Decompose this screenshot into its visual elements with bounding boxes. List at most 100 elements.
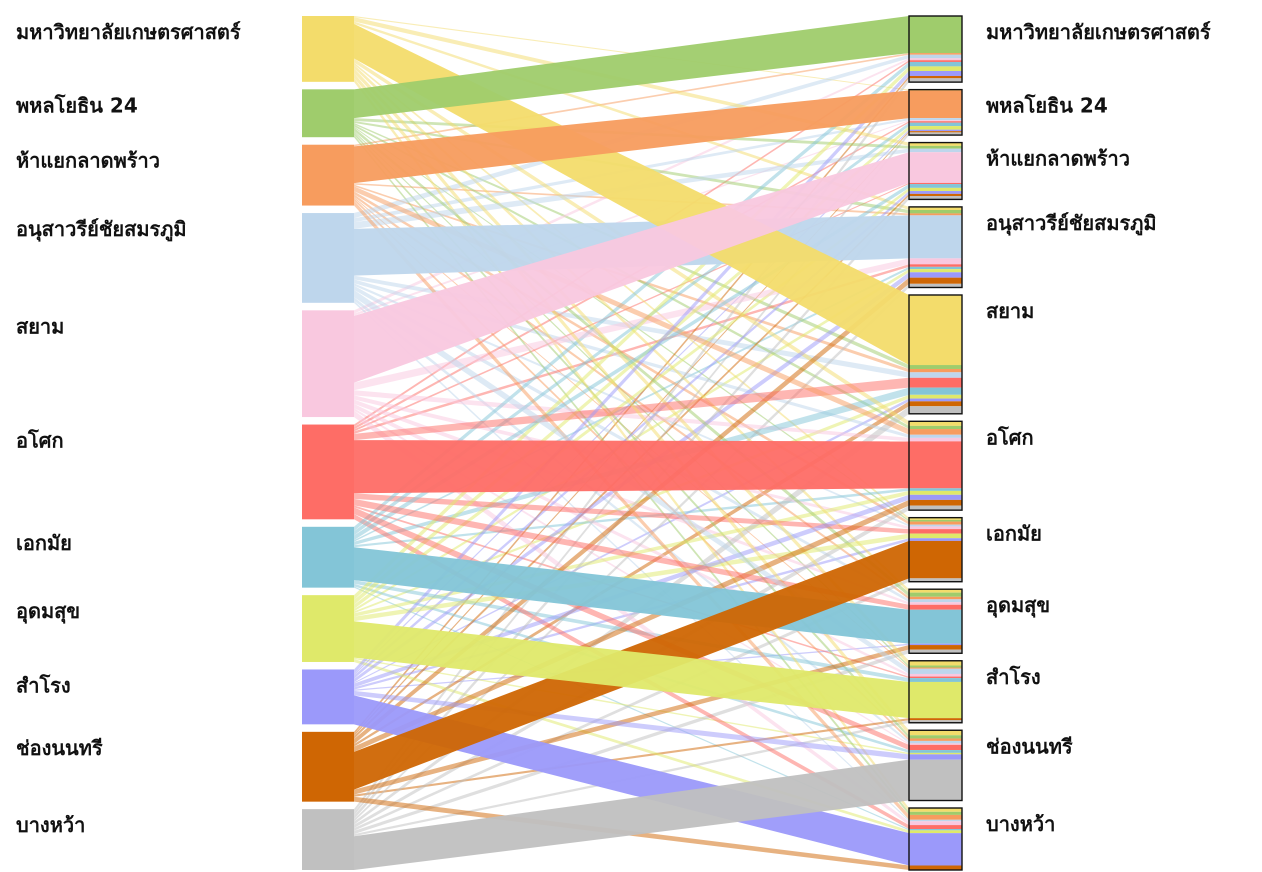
destination-segment-4-9 (909, 401, 962, 407)
flow-9-to-8 (354, 718, 909, 797)
destination-segment-7-6 (909, 609, 962, 644)
destination-segment-3-8 (909, 272, 962, 278)
destination-segment-2-9 (909, 193, 962, 196)
label-layer: มหาวิทยาลัยเกษตรศาสตร์ มหาวิทยาลัยเกษตรศา… (16, 20, 1211, 837)
destination-segment-2-5 (909, 182, 962, 185)
destination-segment-9-4 (909, 743, 962, 745)
destination-segment-5-2 (909, 429, 962, 435)
destination-node-outline-8 (908, 660, 963, 724)
destination-segment-4-8 (909, 398, 962, 402)
flow-9-to-5 (354, 499, 909, 752)
origin-label-7: อุดมสุข (16, 599, 80, 624)
destination-segment-6-3 (909, 524, 962, 527)
destination-segment-3-7 (909, 269, 962, 273)
destination-segment-5-4 (909, 437, 962, 442)
destination-segment-4-5 (909, 377, 962, 388)
destination-segment-10-0 (909, 808, 962, 812)
destination-label-7: อุดมสุข (986, 593, 1050, 618)
destination-segment-1-5 (909, 121, 962, 123)
flow-layer (354, 16, 909, 870)
destination-segment-9-6 (909, 750, 962, 753)
destination-segment-1-2 (909, 90, 962, 119)
destination-segment-2-3 (909, 148, 962, 153)
origin-node-8 (302, 669, 354, 725)
destination-segment-7-5 (909, 604, 962, 610)
destination-segment-7-9 (909, 645, 962, 650)
destination-segment-10-5 (909, 825, 962, 830)
origin-label-8: สำโรง (16, 673, 71, 697)
flow-5-to-5 (354, 440, 909, 494)
destination-segment-10-3 (909, 819, 962, 822)
origin-label-10: บางหว้า (16, 813, 85, 837)
origin-node-7 (302, 595, 354, 662)
destination-segment-3-5 (909, 264, 962, 267)
destination-segment-0-2 (909, 53, 962, 55)
destination-node-6 (908, 516, 963, 583)
destination-node-1 (908, 88, 963, 136)
origin-label-1: พหลโยธิน 24 (16, 93, 138, 117)
destination-segment-7-0 (909, 589, 962, 593)
origin-node-4 (302, 310, 354, 418)
destination-segment-9-0 (909, 730, 962, 736)
origin-label-0: มหาวิทยาลัยเกษตรศาสตร์ (16, 20, 241, 44)
destination-segment-0-10 (909, 78, 962, 83)
destination-node-outline-7 (908, 588, 963, 654)
flow-1-to-0 (354, 16, 909, 119)
origin-label-3: อนุสาวรีย์ชัยสมรภูมิ (16, 217, 187, 243)
destination-segment-2-8 (909, 191, 962, 194)
destination-segment-5-9 (909, 499, 962, 506)
flow-8-to-10 (354, 695, 909, 866)
destination-segment-0-5 (909, 60, 962, 62)
flow-5-to-7 (354, 498, 909, 610)
destination-label-8: สำโรง (986, 665, 1041, 689)
destination-label-0: มหาวิทยาลัยเกษตรศาสตร์ (986, 20, 1211, 44)
destination-segment-9-5 (909, 744, 962, 751)
destination-node-outline-1 (908, 88, 963, 136)
flow-7-to-8 (354, 621, 909, 719)
destination-segment-5-0 (909, 421, 962, 426)
destination-segment-8-7 (909, 681, 962, 719)
destination-segment-10-7 (909, 830, 962, 834)
destination-label-1: พหลโยธิน 24 (986, 94, 1108, 118)
destination-segment-6-7 (909, 533, 962, 539)
flow-6-to-0 (354, 61, 909, 532)
destination-label-9: ช่องนนทรี (986, 734, 1073, 758)
destination-segment-1-3 (909, 118, 962, 121)
destination-segment-1-8 (909, 129, 962, 132)
destination-segment-4-7 (909, 394, 962, 399)
destination-segment-8-0 (909, 660, 962, 666)
destination-segment-8-10 (909, 720, 962, 723)
destination-segment-1-4 (909, 120, 962, 122)
flow-10-to-9 (354, 759, 909, 870)
origin-label-6: เอกมัย (16, 531, 72, 555)
destination-segment-7-3 (909, 599, 962, 603)
destination-segment-0-1 (909, 16, 962, 54)
flow-5-to-3 (354, 264, 909, 434)
destination-label-3: อนุสาวรีย์ชัยสมรภูมิ (986, 211, 1157, 237)
destination-segment-6-5 (909, 529, 962, 534)
flow-6-to-5 (354, 488, 909, 548)
destination-segment-10-8 (909, 833, 962, 866)
origin-node-1 (302, 89, 354, 138)
destination-segment-7-4 (909, 602, 962, 605)
origin-node-3 (302, 213, 354, 303)
destination-segment-6-9 (909, 540, 962, 579)
origin-label-2: ห้าแยกลาดพร้าว (16, 149, 160, 173)
destination-node-5 (908, 420, 963, 511)
destination-label-10: บางหว้า (986, 812, 1055, 836)
destination-segment-7-8 (909, 643, 962, 646)
flow-5-to-4 (354, 377, 909, 441)
destination-segment-6-4 (909, 526, 962, 530)
destination-node-outline-6 (908, 516, 963, 583)
flow-2-to-10 (354, 200, 909, 820)
origin-label-9: ช่องนนทรี (16, 736, 103, 760)
destination-segment-3-0 (909, 206, 962, 210)
destination-segment-8-3 (909, 668, 962, 674)
destination-segment-4-3 (909, 372, 962, 378)
destination-segment-5-1 (909, 425, 962, 430)
origin-node-2 (302, 144, 354, 206)
destination-segment-4-6 (909, 387, 962, 395)
flow-2-to-1 (354, 90, 909, 184)
destination-node-outline-0 (908, 15, 963, 83)
